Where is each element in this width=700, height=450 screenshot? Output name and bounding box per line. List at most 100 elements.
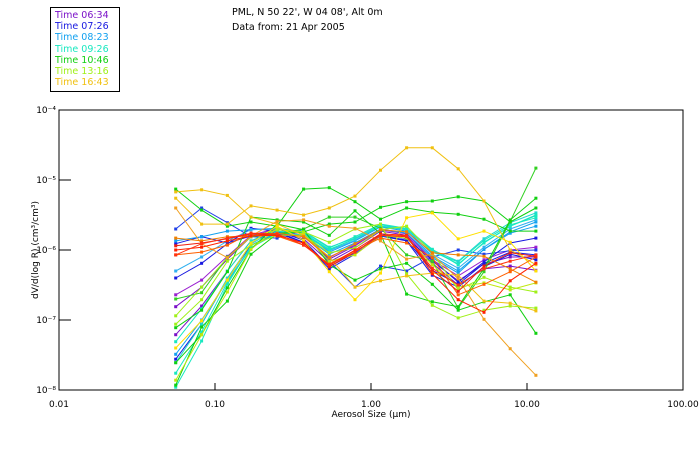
data-point bbox=[482, 270, 486, 274]
data-point bbox=[200, 235, 204, 239]
data-point bbox=[379, 236, 382, 240]
data-point bbox=[200, 188, 204, 192]
data-point bbox=[174, 326, 178, 330]
data-point bbox=[225, 256, 229, 260]
data-point bbox=[379, 264, 382, 268]
data-point bbox=[275, 219, 279, 223]
data-point bbox=[508, 224, 512, 228]
data-point bbox=[200, 291, 204, 295]
data-point bbox=[508, 270, 512, 274]
data-point bbox=[353, 298, 357, 302]
data-point bbox=[379, 205, 382, 209]
data-point bbox=[174, 333, 178, 337]
data-point bbox=[249, 241, 253, 245]
data-point bbox=[405, 274, 409, 278]
x-axis-label: Aerosol Size (µm) bbox=[332, 410, 411, 420]
data-point bbox=[482, 245, 486, 249]
data-point bbox=[200, 255, 204, 259]
data-point bbox=[508, 288, 512, 292]
data-point bbox=[327, 267, 331, 271]
data-point bbox=[327, 251, 331, 255]
data-point bbox=[508, 347, 512, 351]
legend: Time 06:34 Time 07:26 Time 08:23 Time 09:26… bbox=[50, 7, 120, 92]
data-point bbox=[200, 308, 204, 312]
data-point bbox=[430, 263, 434, 267]
series bbox=[174, 195, 538, 387]
data-point bbox=[174, 314, 178, 318]
data-point bbox=[534, 373, 538, 377]
data-point bbox=[379, 233, 382, 237]
data-point bbox=[430, 303, 434, 307]
data-point bbox=[534, 258, 538, 262]
data-point bbox=[225, 280, 229, 284]
data-point bbox=[534, 236, 538, 240]
data-point bbox=[430, 282, 434, 286]
data-point bbox=[200, 330, 204, 334]
data-point bbox=[174, 371, 178, 375]
data-point bbox=[249, 231, 253, 235]
data-point bbox=[174, 305, 178, 309]
data-point bbox=[353, 242, 357, 246]
data-point bbox=[225, 229, 229, 233]
data-point bbox=[174, 293, 178, 297]
legend-item: Time 07:26 bbox=[55, 21, 109, 33]
data-point bbox=[405, 230, 409, 234]
data-point bbox=[482, 237, 486, 241]
data-point bbox=[534, 280, 538, 284]
data-point bbox=[430, 256, 434, 260]
data-point bbox=[225, 241, 229, 245]
data-point bbox=[482, 247, 486, 251]
data-point bbox=[200, 285, 204, 289]
data-point bbox=[174, 244, 178, 248]
data-point bbox=[174, 187, 178, 191]
data-point bbox=[225, 282, 229, 286]
data-point bbox=[534, 216, 538, 220]
data-point bbox=[174, 248, 178, 252]
data-point bbox=[327, 246, 331, 250]
data-point bbox=[200, 239, 204, 243]
data-point bbox=[353, 220, 357, 224]
data-point bbox=[302, 238, 306, 242]
data-point bbox=[508, 264, 512, 268]
data-point bbox=[508, 229, 512, 233]
data-point bbox=[482, 275, 486, 279]
data-point bbox=[225, 236, 229, 240]
data-point bbox=[508, 240, 512, 244]
data-point bbox=[174, 190, 178, 194]
data-point bbox=[225, 222, 229, 226]
data-point bbox=[508, 293, 512, 297]
axes-layer: 0.01 0.10 1.00 10.00 100.00 10⁻⁴ 10⁻⁵ 10⁻⁶ 10⁻⁷ 1… bbox=[36, 106, 699, 410]
data-point bbox=[456, 248, 460, 252]
data-point bbox=[174, 385, 178, 389]
data-point bbox=[249, 234, 253, 238]
data-point bbox=[508, 255, 512, 259]
data-point bbox=[174, 206, 178, 210]
data-point bbox=[174, 361, 178, 365]
data-point bbox=[482, 282, 486, 286]
data-point bbox=[508, 304, 512, 308]
data-point bbox=[200, 245, 204, 249]
data-point bbox=[225, 290, 229, 294]
data-point bbox=[225, 259, 229, 263]
data-point bbox=[302, 243, 306, 247]
data-point bbox=[456, 305, 460, 309]
data-point bbox=[508, 231, 512, 235]
data-point bbox=[430, 251, 434, 255]
data-point bbox=[508, 285, 512, 289]
data-point bbox=[430, 146, 434, 150]
data-point bbox=[353, 235, 357, 239]
data-point bbox=[275, 222, 279, 226]
data-point bbox=[456, 308, 460, 312]
data-point bbox=[353, 250, 357, 254]
data-point bbox=[200, 208, 204, 212]
data-point bbox=[405, 226, 409, 230]
data-point bbox=[405, 200, 409, 204]
data-point bbox=[405, 234, 409, 238]
data-point bbox=[379, 217, 382, 221]
data-point bbox=[456, 266, 460, 270]
data-point bbox=[302, 230, 306, 234]
data-point bbox=[302, 241, 306, 245]
data-point bbox=[482, 217, 486, 221]
data-point bbox=[174, 297, 178, 301]
